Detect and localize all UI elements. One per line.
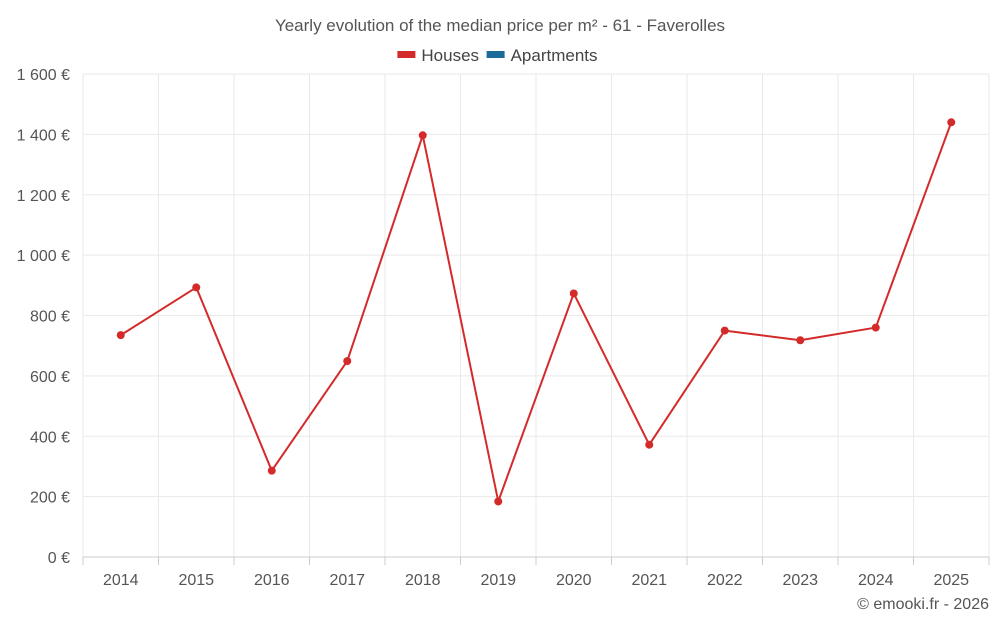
data-point	[192, 283, 201, 292]
y-tick-label: 1 600 €	[17, 67, 70, 84]
data-point	[871, 323, 880, 332]
y-axis: 0 € 200 € 400 € 600 € 800 € 1 000 € 1 200 € 1 4…	[17, 67, 70, 567]
data-point	[494, 497, 503, 506]
y-tick-label: 1 000 €	[17, 248, 70, 265]
data-point	[418, 131, 427, 140]
x-tick-label: 2023	[782, 572, 818, 589]
chart-legend: Houses Apartments	[397, 46, 598, 65]
chart-grid	[82, 73, 990, 557]
chart-title: Yearly evolution of the median price per…	[275, 16, 725, 35]
y-tick-label: 600 €	[30, 369, 70, 386]
x-tick-label: 2019	[480, 572, 516, 589]
x-tick-label: 2017	[329, 572, 365, 589]
data-point	[267, 466, 276, 475]
series-line-houses	[120, 121, 953, 503]
data-point	[947, 118, 956, 127]
chart-credit: © emooki.fr - 2026	[857, 596, 989, 613]
x-tick-label: 2018	[405, 572, 441, 589]
legend-swatch	[486, 51, 505, 58]
legend-label: Houses	[421, 46, 479, 65]
y-tick-label: 1 400 €	[17, 127, 70, 144]
x-tick-label: 2024	[858, 572, 894, 589]
x-tick-label: 2020	[556, 572, 592, 589]
x-tick-label: 2021	[631, 572, 667, 589]
data-point	[569, 289, 578, 298]
x-axis: 2014 2015 2016 2017 2018 2019 2020 2021 2022 2023…	[82, 556, 990, 589]
y-tick-label: 200 €	[30, 490, 70, 507]
legend-item-houses: Houses	[397, 46, 479, 65]
x-tick-label: 2014	[103, 572, 139, 589]
y-tick-label: 1 200 €	[17, 188, 70, 205]
y-tick-label: 800 €	[30, 309, 70, 326]
x-tick-label: 2025	[933, 572, 969, 589]
y-tick-label: 400 €	[30, 429, 70, 446]
data-point	[116, 331, 125, 340]
legend-swatch	[397, 51, 416, 58]
legend-item-apartments: Apartments	[486, 46, 598, 65]
data-point	[796, 336, 805, 345]
data-point	[720, 326, 729, 335]
data-point	[645, 440, 654, 449]
x-tick-label: 2015	[178, 572, 214, 589]
x-tick-label: 2022	[707, 572, 743, 589]
y-tick-label: 0 €	[48, 550, 70, 567]
data-point	[343, 357, 352, 366]
series-area	[116, 118, 956, 506]
x-tick-label: 2016	[254, 572, 290, 589]
legend-label: Apartments	[511, 46, 598, 65]
